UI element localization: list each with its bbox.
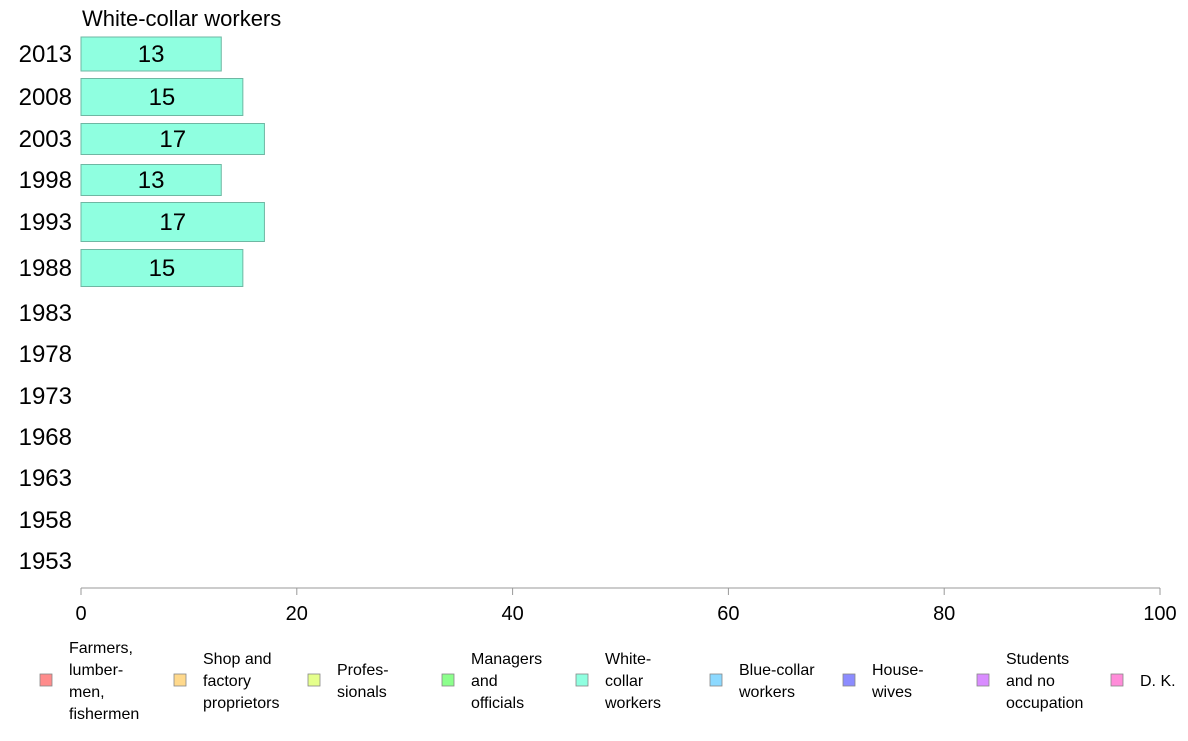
year-label: 1983 <box>19 300 72 327</box>
legend-label: Managers and officials <box>471 651 542 712</box>
year-label: 2013 <box>19 41 72 68</box>
bar <box>80 36 222 72</box>
bar-value-label: 17 <box>159 209 186 236</box>
bar <box>80 202 265 242</box>
legend-swatch <box>441 673 455 687</box>
year-label: 1963 <box>19 465 72 492</box>
year-label: 1988 <box>19 255 72 282</box>
legend-label: Profes-sionals <box>337 662 389 701</box>
x-tick-label: 100 <box>1143 603 1176 625</box>
legend-swatch <box>307 673 321 687</box>
year-label: 1953 <box>19 548 72 575</box>
year-label: 1993 <box>19 209 72 236</box>
bar <box>80 164 222 196</box>
legend-label: D. K. <box>1140 673 1176 690</box>
year-label: 1968 <box>19 424 72 451</box>
year-label: 1958 <box>19 507 72 534</box>
legend-swatch <box>173 673 187 687</box>
legend-label: Farmers, lumber-men, fishermen <box>69 640 139 723</box>
x-tick-label: 80 <box>933 603 955 625</box>
bar-value-label: 15 <box>149 255 176 282</box>
bar <box>80 78 244 116</box>
year-label: 1978 <box>19 341 72 368</box>
legend: Farmers, lumber-men, fishermen Shop and fact… <box>39 640 1176 723</box>
bar <box>80 123 265 155</box>
legend-label: White-collar workers <box>604 651 661 712</box>
legend-label: Shop and factory proprietors <box>203 651 279 712</box>
legend-swatch <box>1110 673 1124 687</box>
legend-swatch <box>709 673 723 687</box>
x-tick-label: 0 <box>75 603 86 625</box>
year-label: 1973 <box>19 383 72 410</box>
legend-label: Blue-collar workers <box>738 662 815 701</box>
bar-value-label: 17 <box>159 126 186 153</box>
year-label: 2003 <box>19 126 72 153</box>
legend-swatch <box>39 673 53 687</box>
chart-title: White-collar workers <box>82 6 281 31</box>
year-label: 1998 <box>19 167 72 194</box>
bar-value-label: 15 <box>149 84 176 111</box>
category-labels: 2013 2008 2003 1998 1993 1988 1983 1978 1973 1968… <box>19 41 72 575</box>
legend-label: Students and no occupation <box>1006 651 1083 712</box>
legend-swatch <box>842 673 856 687</box>
year-label: 2008 <box>19 84 72 111</box>
legend-label: House-wives <box>871 662 924 701</box>
legend-swatch <box>976 673 990 687</box>
x-axis: 0 20 40 60 80 100 <box>75 587 1177 625</box>
legend-swatch <box>575 673 589 687</box>
x-tick-label: 60 <box>717 603 739 625</box>
bars-group: 13 15 17 13 17 15 <box>80 36 265 287</box>
bar <box>80 249 244 287</box>
x-tick-label: 20 <box>286 603 308 625</box>
bar-value-label: 13 <box>138 167 165 194</box>
bar-value-label: 13 <box>138 41 165 68</box>
x-tick-label: 40 <box>501 603 523 625</box>
